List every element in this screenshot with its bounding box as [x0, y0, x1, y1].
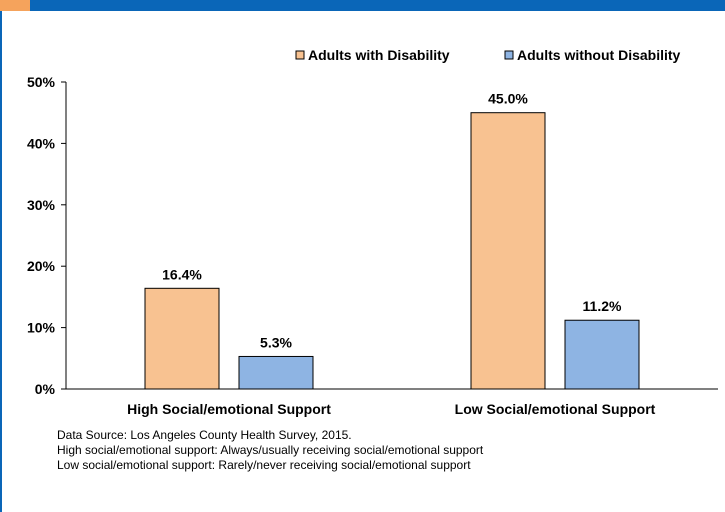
y-tick-label: 40%: [27, 135, 56, 151]
bar-value-label: 16.4%: [162, 266, 202, 282]
high-support-definition: High social/emotional support: Always/us…: [57, 443, 484, 457]
legend-swatch: [295, 50, 305, 60]
bars-group: 16.4% 5.3% 45.0% 11.2%: [144, 91, 640, 390]
legend-label: Adults with Disability: [308, 47, 450, 63]
chart-legend: Adults with Disability Adults without Dis…: [295, 47, 681, 63]
y-tick-label: 0%: [35, 381, 56, 397]
y-tick-label: 20%: [27, 258, 56, 274]
data-source-note: Data Source: Los Angeles County Health S…: [57, 428, 352, 442]
legend-swatch: [504, 50, 514, 60]
x-category-label: High Social/emotional Support: [127, 401, 331, 417]
x-axis: High Social/emotional Support Low Social/…: [66, 388, 718, 417]
bar-with-disability: [144, 287, 220, 390]
bar-value-label: 45.0%: [488, 91, 528, 107]
legend-label: Adults without Disability: [517, 47, 681, 63]
y-axis: 0% 10% 20% 30% 40% 50%: [27, 74, 67, 397]
footnotes: Data Source: Los Angeles County Health S…: [57, 428, 483, 473]
bar-without-disability: [238, 355, 314, 390]
bar-chart: Adults with Disability Adults without Dis…: [27, 47, 718, 417]
header-accent: [0, 0, 30, 11]
left-border-rule: [0, 11, 2, 512]
x-category-label: Low Social/emotional Support: [455, 401, 656, 417]
bar-without-disability: [564, 319, 640, 390]
header-bar: [0, 0, 725, 11]
bar-with-disability: [470, 112, 546, 390]
low-support-definition: Low social/emotional support: Rarely/nev…: [57, 458, 471, 472]
y-tick-label: 10%: [27, 320, 56, 336]
bar-value-label: 5.3%: [260, 334, 292, 350]
bar-value-label: 11.2%: [583, 298, 622, 314]
y-tick-label: 50%: [27, 74, 56, 90]
y-tick-label: 30%: [27, 197, 56, 213]
